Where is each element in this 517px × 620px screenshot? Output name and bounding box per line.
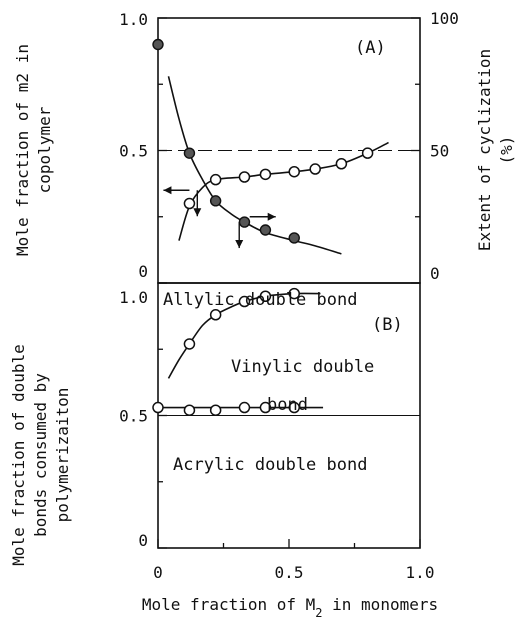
panel-b-label: (B) (372, 315, 403, 335)
panel-a-series-2-point (238, 171, 251, 183)
x-axis-label: Mole fraction of M2 in monomers (142, 595, 438, 620)
panel-a-right-tick-label: 0 (430, 264, 440, 283)
x-axis-label-main: Mole fraction of M (142, 595, 315, 614)
panel-b-left-label-line-3: polymerizaiton (53, 388, 72, 523)
x-tick-label: 0 (153, 563, 163, 582)
panel-b: 1.00.50 0 0.5 1.0 (B) Allylic double bond … (9, 282, 438, 620)
panel-a-right-tick-label: 100 (430, 9, 459, 28)
axis-pointer-arrowhead (267, 212, 276, 221)
panel-b-series-2-point (183, 404, 196, 416)
panel-b-series-2-point (152, 401, 164, 414)
x-tick-label: 1.0 (406, 563, 435, 582)
panel-b-left-label-line-1: Mole fraction of double (9, 344, 28, 566)
panel-a-curves (167, 76, 389, 255)
panel-a-series-1-point (288, 232, 300, 244)
panel-b-series-2-point (209, 404, 222, 416)
panel-a-label: (A) (355, 38, 386, 58)
panel-a-series-1-point (259, 224, 272, 236)
panel-b-curves (158, 292, 324, 409)
panel-b-series-2-point (288, 401, 300, 414)
panel-a-points (152, 38, 374, 244)
axis-pointer-arrowhead (163, 186, 172, 195)
panel-a-series-2-point (309, 163, 321, 175)
panel-a-left-ticks: 1.0 0.5 0 (119, 10, 167, 284)
panel-a-series-2-point (259, 168, 272, 181)
x-axis-label-subscript: 2 (315, 606, 322, 620)
panel-a-right-tick-label: 50 (430, 142, 449, 161)
panel-a-right-ticks: 100 50 0 (411, 9, 459, 284)
panel-a-right-label-line-1: Extent of cyclization (475, 49, 494, 251)
annotation-vinylic-line-2: bond (267, 395, 308, 415)
panel-a-left-axis-label: Mole fraction of m2 in copolymer (13, 44, 54, 256)
panel-b-series-1-curve (167, 292, 321, 379)
panel-a-series-2-point (361, 147, 374, 159)
panel-b-series-1-point (288, 287, 300, 300)
x-tick-label: 0.5 (275, 563, 304, 582)
annotation-allylic: Allylic double bond (163, 290, 357, 310)
panel-a-series-2-curve (178, 141, 389, 241)
panel-a-series-1-point (152, 38, 164, 51)
axis-pointer-arrowhead (235, 240, 244, 249)
panel-a-series-1-point (183, 147, 196, 159)
panel-a: 1.0 0.5 0 100 50 0 (A) Mole fraction of m2 i… (13, 9, 516, 284)
axis-pointer-arrowhead (193, 208, 202, 217)
x-axis-label-rest: in monomers (323, 595, 439, 614)
panel-a-series-2-point (209, 173, 222, 186)
panel-a-series-2-point (288, 165, 300, 178)
panel-b-left-ticks: 1.0 0.5 0 (119, 282, 167, 550)
panel-b-left-label-line-2: bonds consumed by (31, 373, 50, 537)
annotation-acrylic: Acrylic double bond (173, 455, 367, 475)
panel-b-left-axis-label: Mole fraction of double bonds consumed b… (9, 344, 72, 566)
panel-a-right-axis-label: Extent of cyclization (%) (475, 49, 516, 251)
panel-a-left-tick-label: 0 (138, 262, 148, 281)
panel-b-x-ticks: 0 0.5 1.0 (153, 539, 434, 582)
panel-b-left-tick-label: 1.0 (119, 288, 148, 307)
panel-b-series-2-point (238, 401, 251, 414)
panel-a-right-label-line-2: (%) (497, 136, 516, 165)
panel-b-series-1-point (238, 295, 251, 308)
panel-a-series-1-curve (167, 76, 342, 255)
panel-a-series-1-point (209, 195, 222, 207)
panel-a-series-2-point (183, 197, 196, 210)
panel-a-left-tick-label: 0.5 (119, 142, 148, 161)
panel-b-left-tick-label: 0 (138, 531, 148, 550)
panel-b-series-1-point (183, 338, 196, 350)
panel-b-series-2-point (259, 401, 272, 414)
panel-b-series-1-point (209, 309, 222, 321)
panel-b-series-1-point (259, 290, 272, 302)
panel-a-left-tick-label: 1.0 (119, 10, 148, 29)
panel-a-left-label-line-1: Mole fraction of m2 in (13, 44, 32, 256)
panel-b-left-tick-label: 0.5 (119, 407, 148, 426)
panel-a-arrows (163, 186, 276, 249)
panel-a-series-1-point (238, 216, 251, 228)
panel-a-left-label-line-2: copolymer (35, 106, 54, 193)
panel-a-series-2-point (335, 158, 348, 170)
panel-b-points (152, 287, 300, 416)
annotation-vinylic-line-1: Vinylic double (231, 357, 374, 377)
